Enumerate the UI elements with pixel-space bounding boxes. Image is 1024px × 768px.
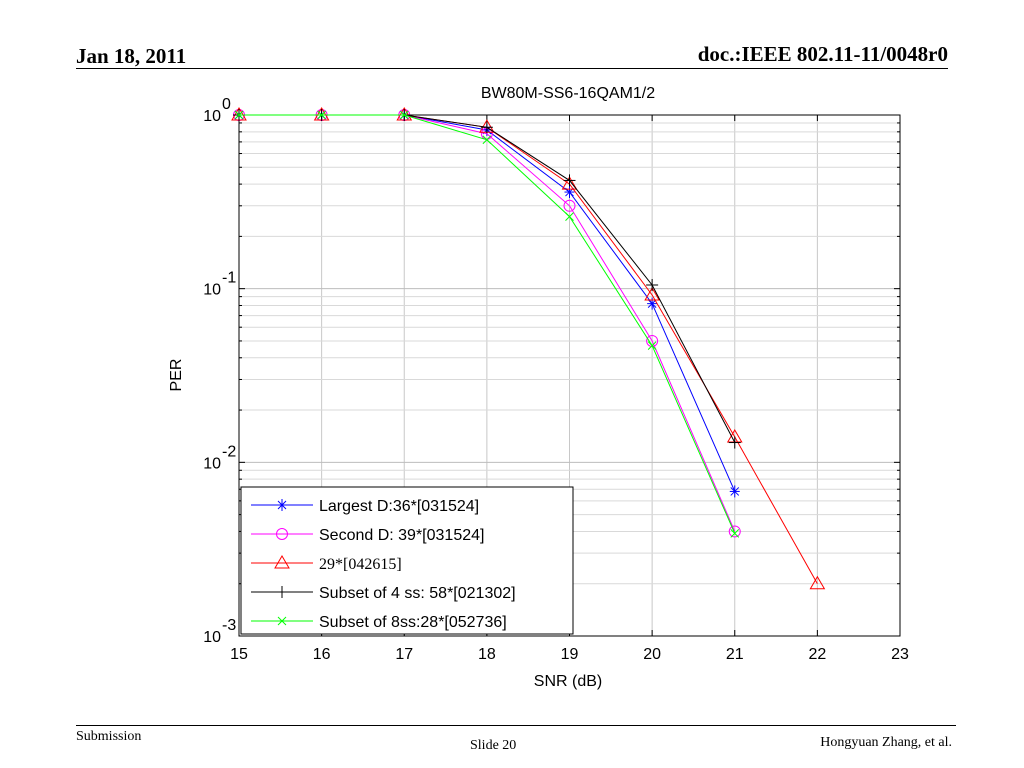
- x-marker: [647, 341, 657, 350]
- x-tick-label: 21: [726, 646, 744, 663]
- circle-marker: [276, 528, 288, 540]
- x-tick-label: 16: [313, 646, 331, 663]
- data-point-marker: [729, 485, 740, 498]
- data-point-marker: [644, 286, 660, 301]
- data-point-marker: [482, 135, 492, 145]
- data-point-marker: [276, 528, 288, 540]
- data-point-marker: [563, 174, 576, 187]
- x-marker: [730, 528, 740, 538]
- y-axis-label: PER: [168, 359, 185, 392]
- y-tick-exponent: -3: [222, 617, 236, 634]
- data-point-marker: [277, 616, 287, 626]
- legend-box: [240, 486, 574, 635]
- data-point-marker: [399, 110, 409, 120]
- data-point-marker: [646, 278, 659, 291]
- y-tick-label: 10: [203, 108, 221, 125]
- header-date: Jan 18, 2011: [76, 44, 187, 68]
- header-doc-id: doc.:IEEE 802.11-11/0048r0: [697, 42, 948, 66]
- chart-legend: Largest D:36*[031524] Second D: 39*[03152…: [240, 486, 574, 635]
- data-point-marker: [317, 110, 326, 120]
- data-point-marker: [728, 436, 741, 449]
- data-point-marker: [647, 297, 658, 310]
- legend-entry-label: Subset of 4 ss: 58*[021302]: [319, 585, 516, 602]
- circle-marker: [728, 525, 741, 538]
- footer-author: Hongyuan Zhang, et al.: [820, 735, 952, 750]
- header-divider: [76, 68, 948, 69]
- data-point-marker: [809, 575, 826, 590]
- y-tick-exponent: -1: [222, 270, 236, 287]
- data-point-marker: [563, 199, 576, 212]
- data-point-marker: [564, 186, 575, 199]
- x-marker: [317, 110, 326, 120]
- footer-divider: [76, 725, 956, 726]
- y-tick-label: 10: [203, 629, 221, 646]
- data-point-marker: [647, 341, 657, 350]
- triangle-marker: [274, 555, 290, 569]
- data-point-marker: [276, 586, 288, 598]
- triangle-marker: [809, 575, 826, 590]
- data-point-marker: [730, 528, 740, 538]
- data-point-marker: [234, 110, 244, 120]
- footer-submission: Submission: [76, 729, 142, 744]
- triangle-marker: [644, 286, 660, 301]
- x-marker: [277, 616, 287, 626]
- triangle-marker: [561, 176, 578, 190]
- star-marker: [277, 500, 287, 510]
- x-tick-label: 15: [230, 646, 248, 663]
- data-point-marker: [277, 499, 287, 511]
- chart-title: BW80M-SS6-16QAM1/2: [481, 85, 655, 102]
- star-marker: [730, 487, 740, 496]
- data-point-marker: [480, 121, 493, 134]
- data-point-marker: [561, 176, 578, 190]
- x-tick-label: 19: [561, 646, 579, 663]
- data-point-marker: [728, 525, 741, 538]
- x-axis-label: SNR (dB): [534, 673, 602, 690]
- x-tick-label: 23: [891, 646, 909, 663]
- legend-entry-label: 29*[042615]: [319, 556, 402, 573]
- circle-marker: [563, 199, 576, 212]
- x-marker: [234, 110, 244, 120]
- legend-entry-label: Second D: 39*[031524]: [319, 527, 484, 544]
- x-marker: [399, 110, 409, 120]
- data-point-marker: [274, 555, 290, 569]
- data-point-marker: [565, 212, 574, 221]
- x-marker: [565, 212, 574, 221]
- footer-slide-number: Slide 20: [470, 738, 517, 753]
- y-tick-exponent: 0: [222, 96, 231, 113]
- legend-entry-label: Largest D:36*[031524]: [319, 498, 479, 515]
- series-layer: [231, 107, 826, 590]
- y-tick-label: 10: [203, 455, 221, 472]
- legend-entry-label: Subset of 8ss:28*[052736]: [319, 614, 507, 631]
- y-tick-exponent: -2: [222, 443, 236, 460]
- x-tick-label: 18: [478, 646, 496, 663]
- x-tick-label: 20: [643, 646, 661, 663]
- y-tick-label: 10: [203, 282, 221, 299]
- star-marker: [647, 299, 657, 308]
- x-marker: [482, 135, 492, 145]
- x-tick-label: 17: [395, 646, 413, 663]
- x-tick-label: 22: [808, 646, 826, 663]
